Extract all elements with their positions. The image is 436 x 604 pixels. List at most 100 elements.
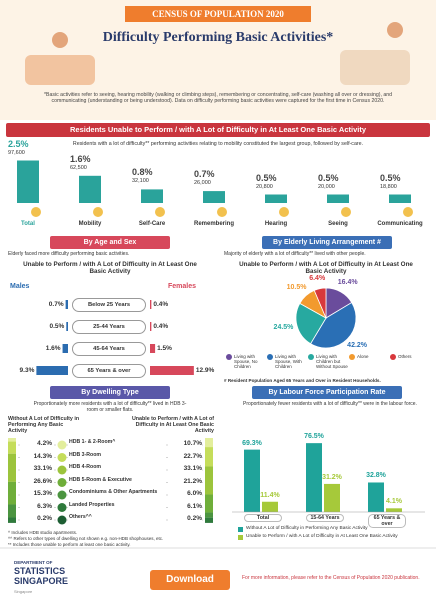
legend-label: Others xyxy=(398,354,412,359)
activity-label: Hearing xyxy=(264,221,288,227)
bar xyxy=(368,482,384,512)
value-label: 0.5% xyxy=(380,172,401,183)
stack-right xyxy=(205,447,213,467)
stack-right xyxy=(205,438,213,448)
section-header: By Dwelling Type xyxy=(50,386,170,399)
left-value: 26.6% xyxy=(20,477,52,485)
left-value: 15.3% xyxy=(20,490,52,498)
legend-label: Unable to Perform / with A Lot of Diffic… xyxy=(246,534,398,539)
age-group: 25-44 Years xyxy=(72,320,146,334)
female-value: 0.4% xyxy=(153,323,169,330)
bar xyxy=(79,175,101,203)
section-title: Residents Unable to Perform / with A Lot… xyxy=(6,123,430,137)
heading: Unable to Perform / with A Lot of Diffic… xyxy=(131,416,214,435)
subtitle: Elderly faced more difficulty performing… xyxy=(8,251,130,257)
count-label: 26,000 xyxy=(194,180,211,187)
bar xyxy=(389,194,411,203)
subtitle: Proportionately more residents with a lo… xyxy=(33,401,187,413)
value-label: 4.1% xyxy=(386,498,402,506)
legend-label: Females xyxy=(168,283,197,290)
legend-label: Living with Spouse, No Children xyxy=(234,354,258,370)
category-label: 65 Years & over xyxy=(368,514,406,529)
dwelling-type: Condominiums & Other Apartments xyxy=(69,489,165,496)
dwelling-icon xyxy=(57,478,67,487)
dwelling-type: HDB 5-Room & Executive xyxy=(69,477,165,484)
male-value: 1.6% xyxy=(45,345,61,352)
right-value: 6.0% xyxy=(168,490,202,498)
section-header: By Labour Force Participation Rate xyxy=(252,386,402,399)
legend-label: Males xyxy=(10,283,30,290)
activity-icon xyxy=(279,207,289,217)
value-label: 1.6% xyxy=(70,153,91,164)
dwelling-type: Others^^ xyxy=(69,514,165,521)
bar xyxy=(17,160,39,203)
heading: Unable to Perform / with A Lot of Diffic… xyxy=(239,261,413,276)
person-decoration xyxy=(387,22,403,38)
dwelling-icon xyxy=(57,490,67,500)
dwelling-icon xyxy=(57,440,67,450)
dwelling-type: HDB 3-Room xyxy=(69,452,165,459)
female-bar xyxy=(150,344,156,353)
note: ** Includes those unable to perform at l… xyxy=(8,542,131,547)
left-value: 4.2% xyxy=(20,440,52,448)
activity-icon xyxy=(93,207,103,217)
activity-label: Self-Care xyxy=(138,221,166,227)
footer-info: For more information, please refer to th… xyxy=(242,575,420,581)
bar xyxy=(324,483,340,512)
value-label: 2.5% xyxy=(8,138,29,149)
value-label: 0.5% xyxy=(318,172,339,183)
male-bar xyxy=(66,322,68,331)
legend-swatch xyxy=(226,354,232,360)
left-value: 14.3% xyxy=(20,452,52,460)
value-label: 0.8% xyxy=(132,167,153,178)
value-label: 69.3% xyxy=(242,439,262,447)
subtitle: Majority of elderly with a lot of diffic… xyxy=(224,251,366,257)
activity-label: Remembering xyxy=(193,221,234,227)
section-subtitle: Residents with a lot of difficulty** per… xyxy=(72,141,364,147)
left-value: 6.3% xyxy=(20,502,52,510)
dwelling-type: HDB 4-Room xyxy=(69,464,165,471)
activity-icon xyxy=(341,207,351,217)
heading: Unable to Perform / with A Lot of Diffic… xyxy=(23,261,197,276)
legend-label: Living with Children but Without Spouse xyxy=(316,354,348,370)
value-label: 76.5% xyxy=(304,433,324,441)
download-button[interactable]: Download xyxy=(150,570,230,590)
bar xyxy=(141,189,163,203)
count-label: 20,000 xyxy=(318,183,335,190)
pie-slice xyxy=(313,287,327,319)
activity-label: Seeing xyxy=(328,221,348,227)
right-value: 10.7% xyxy=(168,440,202,448)
female-value: 0.4% xyxy=(153,301,169,308)
stack-left xyxy=(8,481,16,505)
female-bar xyxy=(150,322,152,331)
stack-right xyxy=(205,466,213,495)
category-label: 15-64 Years xyxy=(306,514,344,523)
left-value: 0.2% xyxy=(20,515,52,523)
left-value: 33.1% xyxy=(20,465,52,473)
pie-slice xyxy=(310,302,357,349)
dwelling-icon xyxy=(57,515,67,525)
dwelling-icon xyxy=(57,465,67,475)
stack-left xyxy=(8,504,16,518)
age-group: 45-64 Years xyxy=(72,342,146,356)
male-value: 0.5% xyxy=(49,323,65,330)
header-note: *Basic activities refer to seeing, heari… xyxy=(43,92,392,104)
male-value: 0.7% xyxy=(48,301,64,308)
activity-icon xyxy=(155,207,165,217)
stack-left xyxy=(8,438,16,442)
age-group: Below 25 Years xyxy=(72,298,146,312)
right-value: 21.2% xyxy=(168,477,202,485)
right-value: 6.1% xyxy=(168,502,202,510)
stack-left xyxy=(8,453,16,482)
legend-label: Without A Lot of Difficulty in Performin… xyxy=(246,526,368,531)
value-label: 0.5% xyxy=(256,172,277,183)
dwelling-icon xyxy=(57,503,67,512)
tagline: Singapore xyxy=(14,589,33,594)
value-label: 31.2% xyxy=(322,473,342,481)
value-label: 0.7% xyxy=(194,169,215,180)
heading: Without A Lot of Difficulty in Performin… xyxy=(8,416,80,435)
bar xyxy=(306,443,322,512)
legend-label: Living with Spouse, With Children xyxy=(275,354,302,370)
note: # Resident Population Aged 65 Years and … xyxy=(224,378,381,383)
slice-label: 10.5% xyxy=(286,284,307,292)
